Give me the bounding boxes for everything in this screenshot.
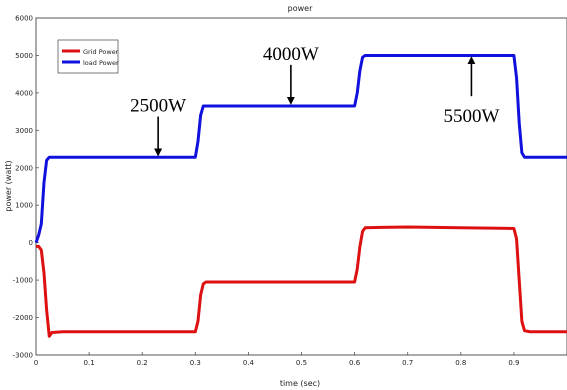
annotation-label: 5500W [443,106,499,127]
legend-label-load-power: load Power [83,59,119,67]
y-axis: -3000 -2000 -1000 0 1000 2000 3000 4000 5000 6000 [13,15,39,360]
x-tick-label: 0.4 [243,359,255,367]
legend-box [57,39,119,74]
y-tick-label: 0 [29,239,33,247]
series-layer [34,53,567,338]
y-tick-label: 5000 [15,52,33,60]
annotation-label: 2500W [130,96,186,117]
x-tick-label: 0.3 [190,359,201,367]
x-axis-label: time (sec) [280,379,320,388]
x-axis: 0 0.1 0.2 0.3 0.4 0.5 0.6 0.7 0.8 0.9 [34,352,519,367]
legend-label-grid-power: Grid Power [83,48,119,56]
series-line-load-power [34,53,567,244]
legend: Grid Power load Power [57,39,119,74]
x-tick-label: 0.6 [349,359,361,367]
y-tick-label: 2000 [15,164,33,172]
y-tick-label: 3000 [15,127,33,135]
y-tick-label: 6000 [15,15,33,23]
plot-frame [35,17,567,356]
y-tick-label: -2000 [13,314,33,322]
annotation-layer: 2500W 4000W 5500W [130,44,499,157]
x-tick-label: 0.8 [455,359,466,367]
x-tick-label: 0.5 [296,359,307,367]
x-tick-label: 0.2 [137,359,148,367]
y-tick-label: 1000 [15,202,33,210]
x-tick-label: 0.1 [84,359,95,367]
x-tick-label: 0.7 [402,359,413,367]
y-tick-label: -1000 [13,277,33,285]
y-tick-label: -3000 [13,352,33,360]
x-tick-label: 0 [34,359,38,367]
series-line-grid-power [36,225,567,338]
annotation-label: 4000W [263,44,319,65]
y-tick-label: 4000 [15,89,33,97]
x-tick-label: 0.9 [508,359,519,367]
chart-title: power [288,4,313,13]
y-axis-label: power (watt) [4,160,13,211]
